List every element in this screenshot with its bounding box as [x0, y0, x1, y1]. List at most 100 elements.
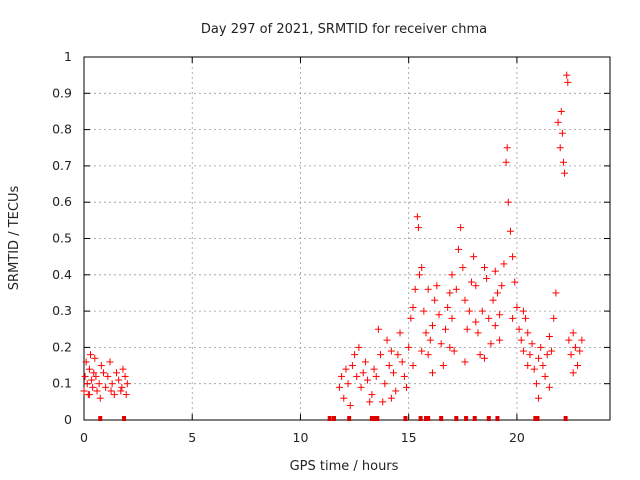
y-tick-label: 0.5: [52, 231, 72, 246]
flag-marker: [426, 416, 431, 421]
x-tick-label: 0: [80, 430, 88, 445]
data-point: [485, 314, 493, 322]
data-point: [96, 394, 104, 402]
data-point: [361, 358, 369, 366]
flag-marker: [439, 416, 444, 421]
y-axis-label: SRMTID / TECUs: [7, 186, 22, 291]
data-point: [491, 322, 499, 330]
data-point: [387, 394, 395, 402]
data-point: [461, 358, 469, 366]
x-tick-label: 5: [188, 430, 196, 445]
data-point: [576, 347, 584, 355]
data-point: [503, 144, 511, 152]
data-point: [82, 358, 90, 366]
data-point: [454, 245, 462, 253]
data-point: [535, 394, 543, 402]
data-point: [502, 158, 510, 166]
data-point: [550, 314, 558, 322]
flag-marker: [332, 416, 337, 421]
data-point: [504, 198, 512, 206]
data-point: [554, 118, 562, 126]
x-axis: 0 5 10 15 20: [80, 57, 525, 445]
chart-title: Day 297 of 2021, SRMTID for receiver chm…: [201, 22, 487, 37]
y-tick-label: 0.2: [52, 339, 72, 354]
data-point: [467, 278, 475, 286]
data-point: [556, 144, 564, 152]
data-point: [476, 351, 484, 359]
data-point: [108, 380, 116, 388]
data-point: [359, 369, 367, 377]
data-point: [81, 372, 89, 380]
data-point: [437, 340, 445, 348]
data-point: [530, 365, 538, 373]
data-point: [574, 362, 582, 370]
data-point: [559, 158, 567, 166]
data-point: [561, 169, 569, 177]
data-point: [420, 307, 428, 315]
data-point: [390, 369, 398, 377]
data-point: [383, 336, 391, 344]
data-point: [409, 303, 417, 311]
data-point: [364, 376, 372, 384]
data-point: [379, 398, 387, 406]
data-point: [80, 387, 88, 395]
data-point: [448, 271, 456, 279]
data-point: [342, 365, 350, 373]
data-point: [557, 107, 565, 115]
data-point: [123, 380, 131, 388]
data-point: [545, 383, 553, 391]
data-point: [85, 391, 93, 399]
data-point: [548, 347, 556, 355]
data-point: [493, 289, 501, 297]
data-point: [569, 329, 577, 337]
data-point: [102, 383, 110, 391]
data-point: [411, 285, 419, 293]
data-point: [444, 303, 452, 311]
data-point: [392, 387, 400, 395]
data-point: [461, 296, 469, 304]
data-point: [480, 354, 488, 362]
data-point: [89, 383, 97, 391]
data-point: [398, 358, 406, 366]
flag-marker: [495, 416, 500, 421]
data-point: [472, 318, 480, 326]
data-point: [414, 224, 422, 232]
data-point: [446, 289, 454, 297]
data-point: [483, 274, 491, 282]
flag-marker: [327, 416, 332, 421]
data-point: [522, 314, 530, 322]
data-point: [121, 372, 129, 380]
data-point: [374, 325, 382, 333]
data-point: [106, 358, 114, 366]
data-point: [344, 380, 352, 388]
data-point: [97, 362, 105, 370]
data-point: [418, 264, 426, 272]
flag-marker: [486, 416, 491, 421]
data-point: [439, 362, 447, 370]
data-point: [470, 253, 478, 261]
data-point: [564, 78, 572, 86]
data-point: [348, 362, 356, 370]
data-point: [565, 336, 573, 344]
data-point: [85, 365, 93, 373]
data-point: [353, 372, 361, 380]
x-axis-label: GPS time / hours: [290, 459, 399, 474]
data-point: [517, 336, 525, 344]
data-point: [117, 387, 125, 395]
data-point: [99, 369, 107, 377]
data-point: [509, 314, 517, 322]
data-point: [524, 329, 532, 337]
data-point: [115, 376, 123, 384]
data-point: [368, 391, 376, 399]
flag-marker: [347, 416, 352, 421]
data-point: [433, 282, 441, 290]
data-point: [496, 336, 504, 344]
data-point: [394, 351, 402, 359]
data-point: [92, 372, 100, 380]
data-point: [480, 264, 488, 272]
data-point: [122, 391, 130, 399]
data-point: [457, 224, 465, 232]
flag-marker: [98, 416, 103, 421]
data-point: [119, 365, 127, 373]
